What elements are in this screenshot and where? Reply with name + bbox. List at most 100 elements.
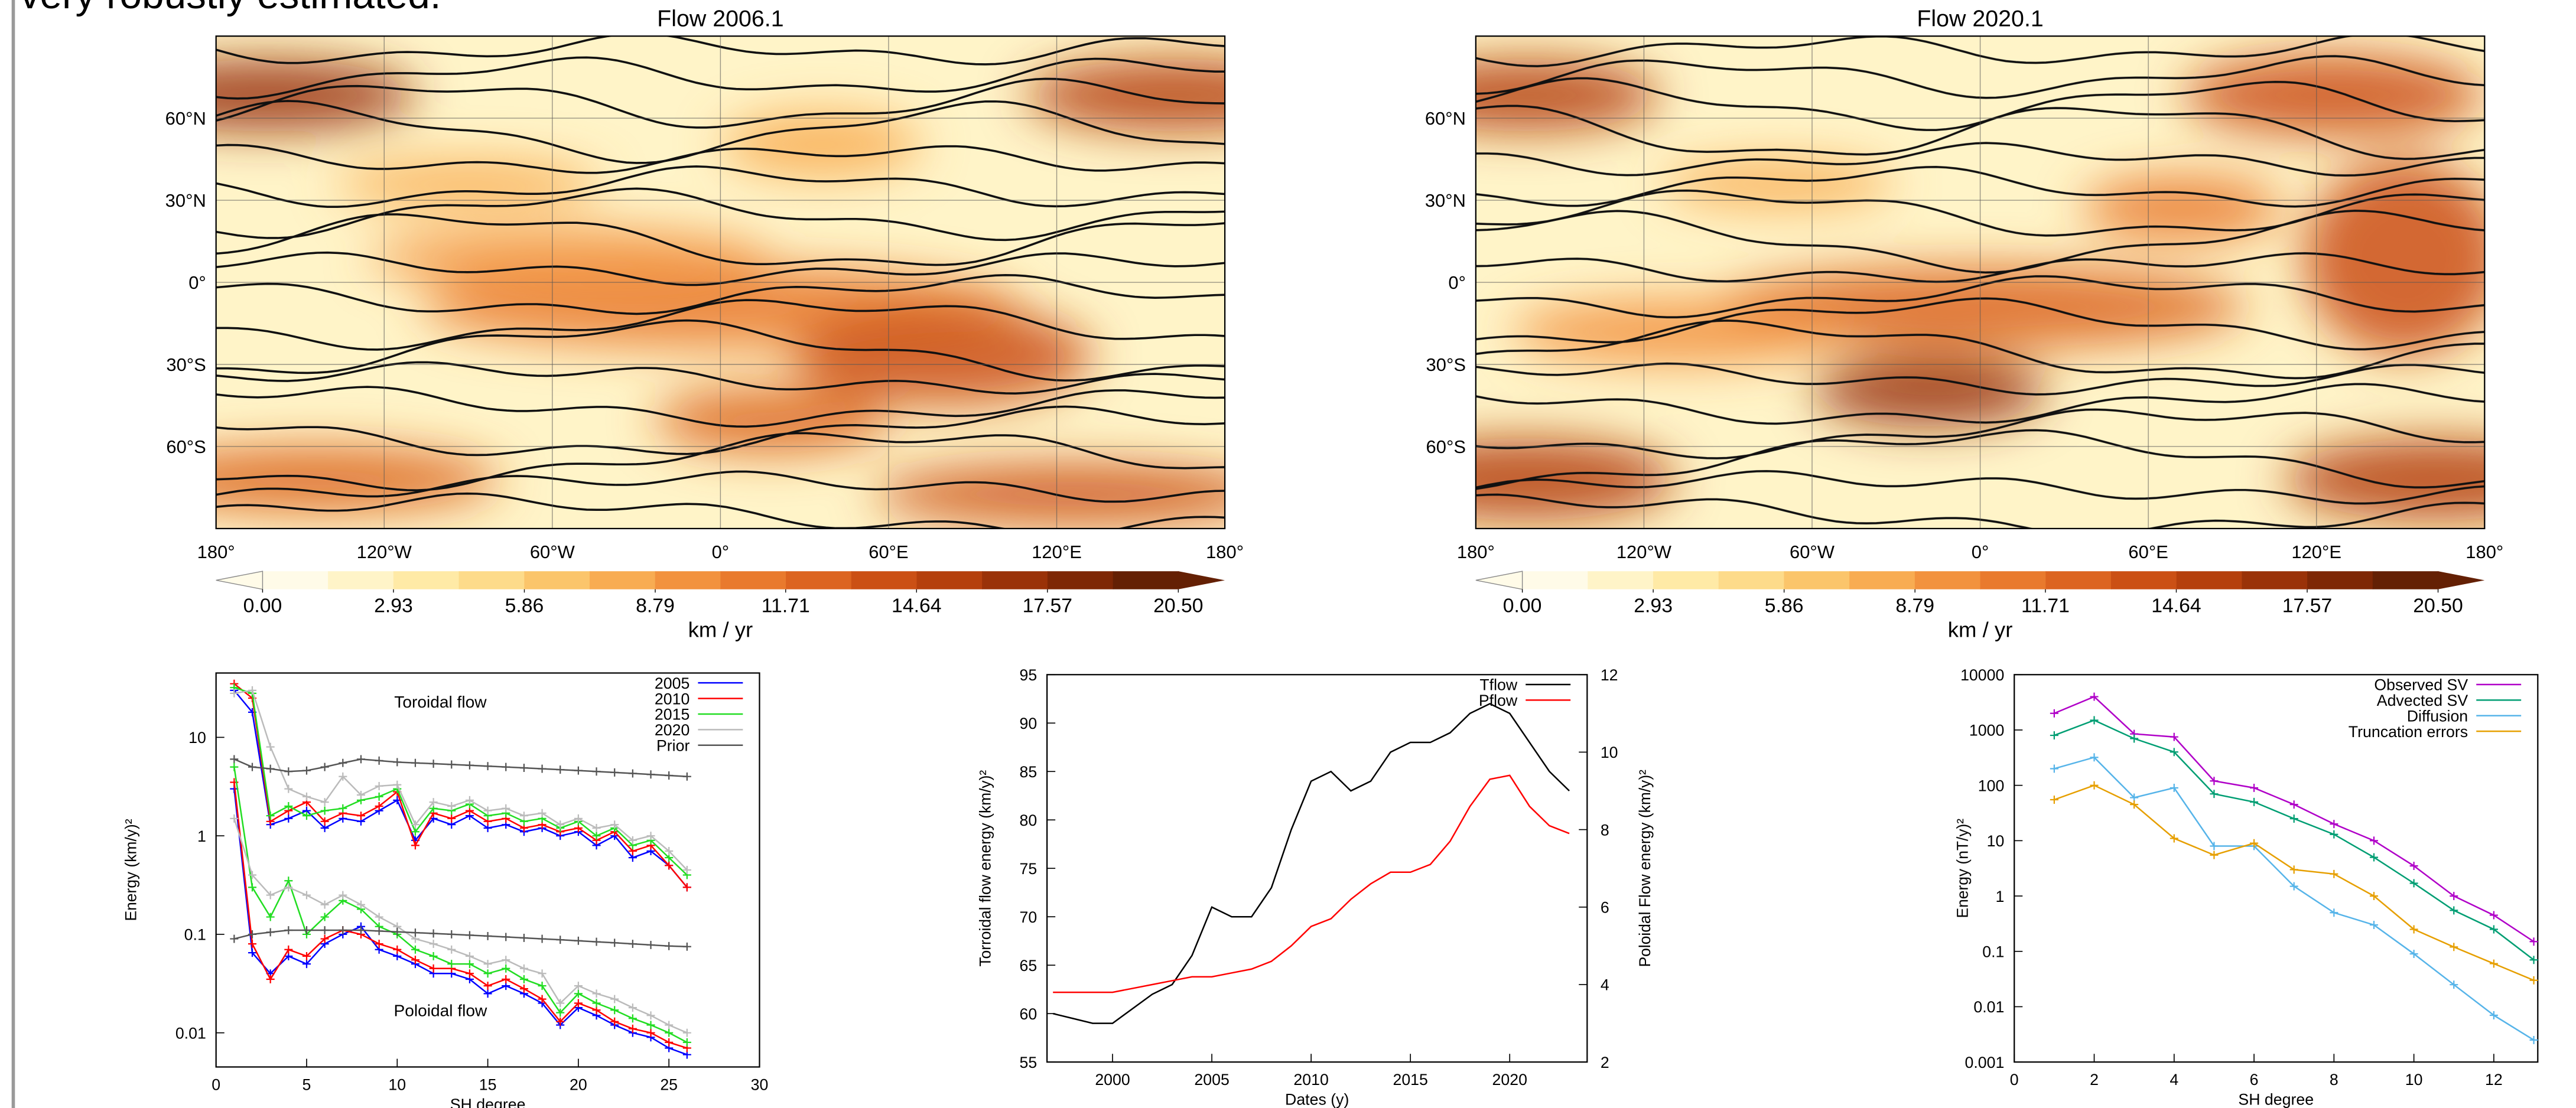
colorbar-swatch <box>2372 571 2439 589</box>
colorbar-swatch <box>2242 571 2308 589</box>
x-tick-label: 180° <box>1206 542 1244 562</box>
marker <box>248 762 257 771</box>
marker <box>538 982 547 990</box>
marker <box>2450 980 2458 989</box>
marker <box>682 1028 691 1037</box>
x-tick-label: 15 <box>479 1076 497 1094</box>
x-tick-label: 2005 <box>1194 1071 1229 1089</box>
marker <box>356 791 365 799</box>
field-blob <box>216 59 417 132</box>
y-axis-label: Energy (km/y)² <box>122 819 140 921</box>
marker <box>302 891 311 900</box>
marker <box>2130 793 2139 802</box>
marker <box>538 934 547 943</box>
y-tick-label: 0.1 <box>184 926 206 944</box>
marker <box>356 900 365 909</box>
y2-tick-label: 4 <box>1601 976 1609 994</box>
marker <box>429 929 438 938</box>
colorbar-swatch <box>1849 571 1915 589</box>
marker <box>465 761 474 770</box>
marker <box>320 798 329 807</box>
marker <box>2369 892 2379 901</box>
marker <box>2210 777 2219 786</box>
colorbar-arrow <box>1475 571 1523 590</box>
body-text: very robustly estimated. <box>20 0 441 17</box>
marker <box>393 780 402 789</box>
field-blob <box>792 307 1092 406</box>
y2-tick-label: 8 <box>1601 822 1609 839</box>
series-line <box>233 686 688 876</box>
x-tick-label: 180° <box>2466 542 2503 562</box>
colorbar-tick-label: 2.93 <box>1634 595 1673 617</box>
marker <box>628 1014 637 1023</box>
series-line <box>233 767 688 1043</box>
x-tick-label: 25 <box>660 1076 678 1094</box>
streamline <box>1475 408 2485 460</box>
y-tick-label: 80 <box>1020 812 1037 829</box>
y-tick-label: 0° <box>1448 272 1466 293</box>
map-title: Flow 2006.1 <box>657 6 783 32</box>
marker <box>429 798 438 807</box>
marker <box>592 767 601 776</box>
colorbar-tick-label: 20.50 <box>1153 595 1203 617</box>
y-tick-label: 1 <box>1996 888 2005 905</box>
marker <box>2369 853 2379 862</box>
field-blob <box>1475 59 1660 132</box>
marker <box>447 814 456 823</box>
marker <box>320 806 329 815</box>
field-blob <box>2284 438 2485 521</box>
marker <box>2050 731 2058 740</box>
streamline <box>216 144 1225 174</box>
marker <box>665 847 674 855</box>
y2-tick-label: 10 <box>1601 744 1618 761</box>
colorbar-swatch <box>1047 571 1114 589</box>
marker <box>284 883 293 892</box>
marker <box>2289 865 2298 874</box>
series-line <box>234 929 687 948</box>
marker <box>2529 937 2538 946</box>
marker <box>339 926 347 934</box>
colorbar-swatch <box>524 571 590 589</box>
marker <box>665 771 674 780</box>
y2-tick-label: 2 <box>1601 1054 1609 1071</box>
streamline <box>1475 275 2485 319</box>
y-tick-label: 0° <box>188 272 206 293</box>
y2-axis-label: Poloidal Flow energy (km/y)² <box>1636 770 1654 967</box>
marker <box>447 945 456 954</box>
marker <box>2409 950 2418 959</box>
x-tick-label: 0 <box>2010 1071 2019 1089</box>
colorbar-label: km / yr <box>688 618 753 642</box>
marker <box>339 772 347 781</box>
x-axis-label: Dates (y) <box>1285 1091 1349 1108</box>
streamline <box>216 492 1225 529</box>
marker <box>610 820 619 829</box>
marker <box>375 781 383 790</box>
marker <box>2330 908 2338 917</box>
marker <box>429 940 438 949</box>
marker <box>266 913 275 921</box>
marker <box>502 956 510 964</box>
colorbar-swatch <box>458 571 525 589</box>
legend-label: Truncation errors <box>2349 723 2468 741</box>
y-tick-label: 60°N <box>165 108 206 129</box>
marker <box>429 760 438 768</box>
marker <box>483 806 492 815</box>
legend-label: 2010 <box>655 690 689 708</box>
streamline <box>216 386 1225 428</box>
x-tick-label: 10 <box>388 1076 406 1094</box>
marker <box>302 792 311 801</box>
map-field <box>1475 36 2485 529</box>
marker <box>266 975 275 983</box>
marker <box>483 762 492 771</box>
series-line <box>233 818 688 1034</box>
streamline <box>216 77 1225 129</box>
marker <box>682 866 691 874</box>
colorbar-swatch <box>589 571 656 589</box>
streamline <box>216 56 1225 100</box>
marker <box>266 891 275 900</box>
marker <box>628 1024 637 1033</box>
marker <box>483 969 492 978</box>
streamline <box>216 319 1225 382</box>
field-blob <box>216 446 500 513</box>
